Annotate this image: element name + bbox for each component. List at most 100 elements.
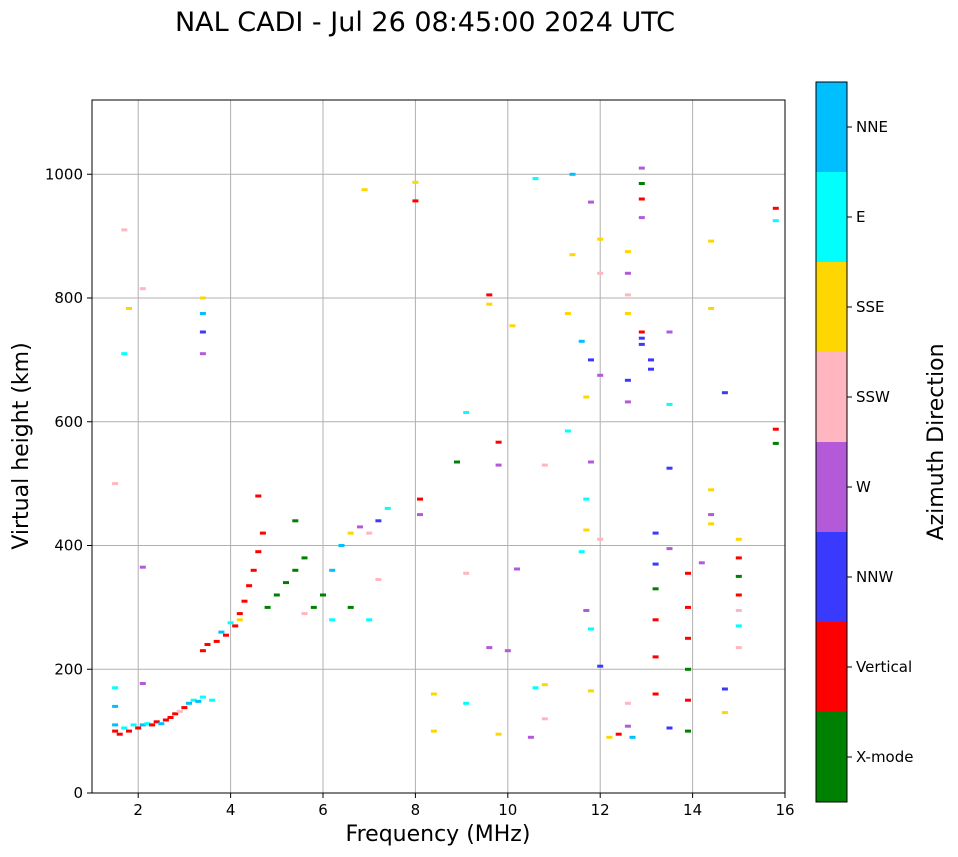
echo-point [698,561,705,565]
colorbar-segment [816,622,847,712]
echo-point [564,429,571,433]
echo-point [199,352,206,356]
echo-point [241,599,248,603]
echo-point [666,726,673,730]
echo-point [648,358,654,362]
echo-point [486,646,493,650]
echo-point [495,440,502,444]
x-tick-label: 12 [591,801,610,819]
echo-point [273,593,280,597]
echo-point [638,216,645,220]
echo-point [463,571,470,575]
echo-point [412,180,419,184]
x-tick-label: 8 [411,801,421,819]
echo-point [495,732,502,736]
echo-point [417,513,423,517]
colorbar-segment [816,352,847,442]
x-tick-label: 4 [226,801,236,819]
echo-point [652,562,659,566]
echo-point [541,463,548,467]
echo-point [264,605,271,609]
echo-point [139,682,146,685]
echo-point [158,722,165,726]
echo-point [361,188,368,192]
echo-point [417,497,423,501]
echo-point [310,605,317,609]
echo-point [638,166,645,170]
echo-point [153,720,160,724]
echo-point [338,544,345,547]
echo-point [366,618,373,622]
echo-point [721,687,728,691]
echo-point [112,704,119,708]
echo-point [721,711,728,715]
echo-point [139,287,146,291]
x-tick-label: 2 [133,801,143,819]
echo-point [569,253,576,257]
echo-point [708,522,715,526]
echo-point [301,556,308,560]
echo-point [708,239,715,243]
echo-point [624,271,631,275]
colorbar-segment [816,442,847,532]
echo-point [292,568,299,572]
plot-frame [91,99,786,794]
echo-point [112,729,119,733]
x-tick-label: 6 [318,801,328,819]
echo-point [721,391,728,395]
echo-point [320,593,326,597]
echo-point [199,330,206,334]
echo-point [375,519,382,523]
echo-point [347,605,354,609]
colorbar-tick-label: W [856,478,871,496]
colorbar-label: Azimuth Direction [924,343,949,540]
echo-point [652,655,659,659]
echo-point [329,618,336,622]
echo-point [495,463,502,467]
echo-point [569,172,576,176]
echo-point [638,182,645,185]
echo-point [246,584,253,588]
echo-point [144,722,151,726]
y-tick-label: 800 [54,289,83,307]
echo-point [139,565,146,569]
echo-point [126,729,132,733]
echo-point [532,177,539,181]
echo-point [629,735,636,739]
echo-point [199,312,206,315]
echo-point [463,701,470,705]
echo-point [504,649,511,653]
y-axis-label: Virtual height (km) [9,342,34,549]
echo-point [172,712,179,716]
echo-point [685,571,691,575]
echo-point [292,519,299,523]
echo-point [384,506,391,510]
echo-point [412,199,419,203]
echo-point [564,312,571,315]
echo-point [588,689,594,693]
colorbar-tick-label: E [856,208,865,226]
echo-point [112,482,119,486]
echo-point [708,513,715,517]
colorbar-tick-label: X-mode [856,748,913,766]
echo-point [597,664,604,668]
echo-point [652,618,659,622]
echo-point [685,636,691,640]
x-axis-ticks: 2 4 6 8 10 12 14 16 [133,793,795,819]
echo-point [255,550,262,554]
echo-point [583,497,590,501]
echo-point [708,307,715,310]
x-axis-label: Frequency (MHz) [346,822,531,847]
echo-point [583,528,590,532]
echo-point [375,578,382,581]
echo-point [708,488,715,492]
echo-point [199,649,206,653]
echo-point [652,531,659,535]
echo-point [624,378,631,382]
echo-point [624,724,631,728]
x-tick-label: 16 [775,801,794,819]
colorbar-tick-label: SSW [856,388,890,406]
echo-point [430,692,437,696]
echo-point [735,556,742,560]
